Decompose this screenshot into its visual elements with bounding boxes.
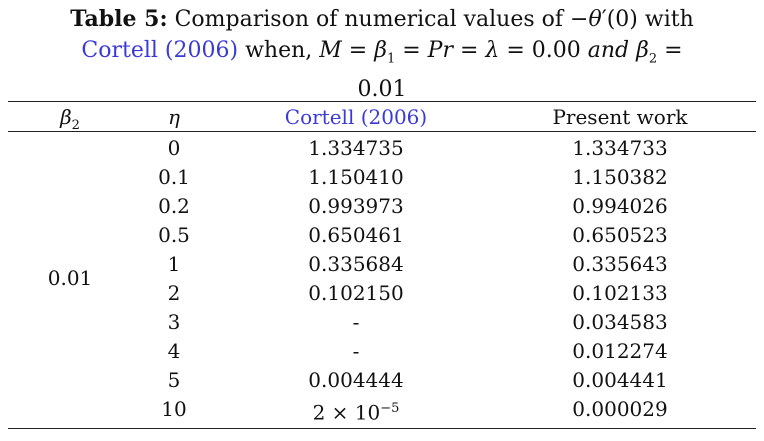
caption-conditions: M = β1 = Pr = λ = 0.00 and β2 =	[319, 38, 683, 67]
cell-present: 0.335643	[572, 252, 668, 276]
cell-eta: 10	[161, 397, 187, 421]
header-beta2: β2	[60, 105, 80, 133]
cell-present: 0.000029	[572, 397, 668, 421]
cell-eta: 4	[167, 339, 181, 363]
cell-present: 0.012274	[572, 339, 668, 363]
caption-line-3: 0.01	[357, 77, 407, 103]
header-present-work: Present work	[552, 105, 688, 129]
cell-present: 0.004441	[572, 368, 668, 392]
cell-cortell: 1.334735	[308, 136, 404, 160]
cell-eta: 0.5	[158, 223, 190, 247]
cell-present: 1.150382	[572, 165, 668, 189]
cell-present: 0.994026	[572, 194, 668, 218]
group-beta2-value: 0.01	[47, 266, 93, 290]
caption-label: Table 5:	[70, 6, 168, 32]
cell-cortell: 1.150410	[308, 165, 404, 189]
table-header-rule	[8, 131, 756, 132]
cell-eta: 5	[167, 368, 181, 392]
table-top-rule	[8, 101, 756, 102]
cell-cortell: 0.993973	[308, 194, 404, 218]
caption-reference-link[interactable]: Cortell (2006)	[81, 38, 239, 63]
caption-line-2: Cortell (2006) when, M = β1 = Pr = λ = 0…	[0, 35, 764, 74]
cell-eta: 3	[167, 310, 181, 334]
cell-eta: 0.1	[158, 165, 190, 189]
cell-cortell: 0.004444	[308, 368, 404, 392]
cell-present: 0.102133	[572, 281, 668, 305]
cell-cortell: -	[352, 310, 360, 334]
cell-present: 0.034583	[572, 310, 668, 334]
caption-line-1: Table 5: Comparison of numerical values …	[0, 4, 764, 35]
cell-cortell: 0.335684	[308, 252, 404, 276]
caption-when: when,	[245, 38, 313, 63]
cell-cortell: -	[352, 339, 360, 363]
table-caption: Table 5: Comparison of numerical values …	[0, 4, 764, 105]
cell-cortell: 0.102150	[308, 281, 404, 305]
header-eta: η	[168, 105, 180, 129]
table-bottom-rule	[8, 428, 756, 429]
cell-cortell: 0.650461	[308, 223, 404, 247]
cell-eta: 0	[167, 136, 181, 160]
cell-present: 0.650523	[572, 223, 668, 247]
caption-text: Comparison of numerical values of −θ′(0)…	[174, 7, 694, 32]
header-cortell-link[interactable]: Cortell (2006)	[284, 105, 428, 129]
cell-cortell: 2 × 10−5	[312, 400, 400, 425]
cell-present: 1.334733	[572, 136, 668, 160]
cell-eta: 2	[167, 281, 181, 305]
cell-eta: 1	[167, 252, 181, 276]
cell-eta: 0.2	[158, 194, 190, 218]
